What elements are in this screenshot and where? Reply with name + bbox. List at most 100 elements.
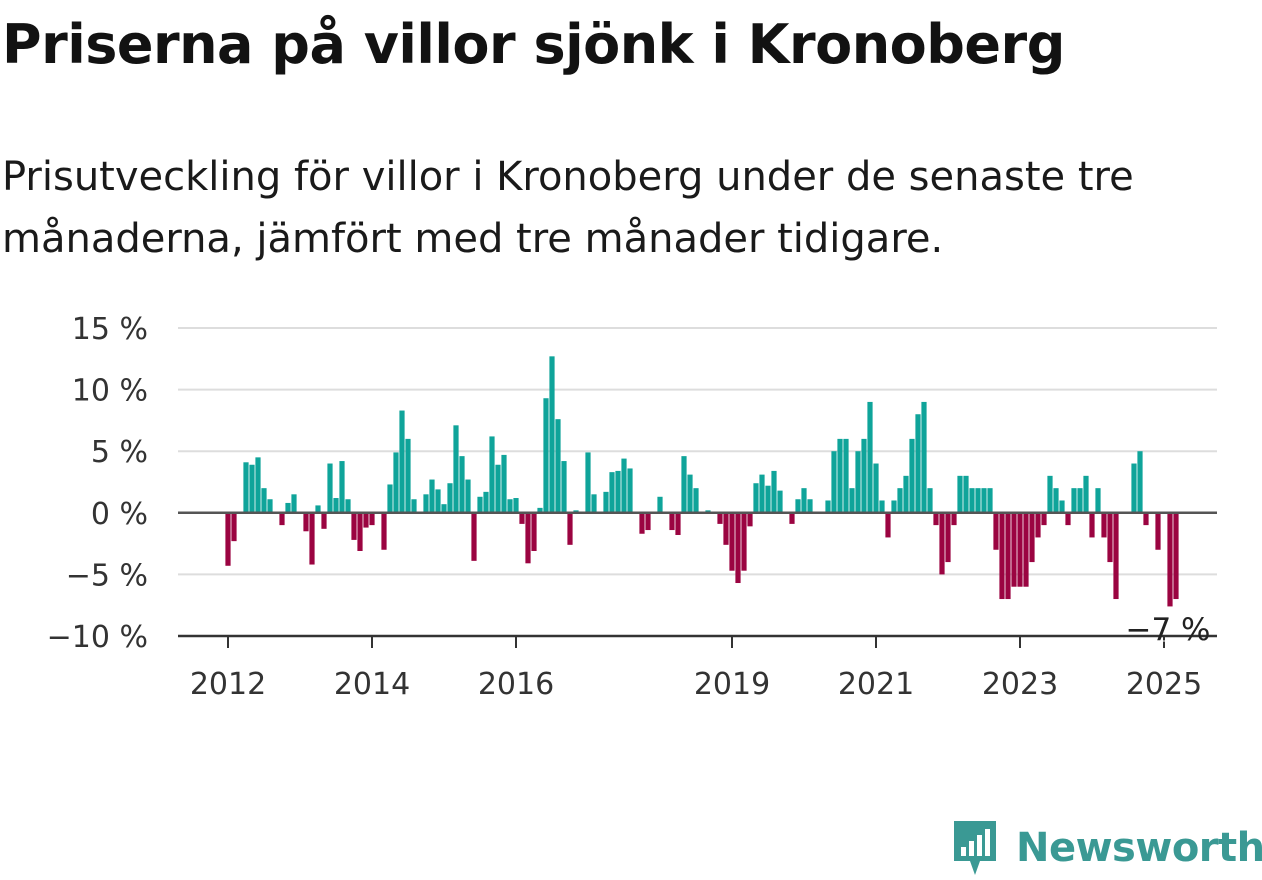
y-tick-label: 10 % [72, 374, 148, 409]
bar [753, 483, 759, 513]
last-value-annotation: −7 % [1125, 612, 1210, 648]
bar [603, 491, 609, 513]
bar [501, 454, 507, 513]
y-axis-ticks: 15 % 10 % 5 % 0 % −5 % −10 % [47, 312, 148, 655]
bar [267, 499, 273, 513]
bar [987, 488, 993, 513]
bar [423, 494, 429, 513]
bar [771, 470, 777, 513]
bar [519, 512, 525, 524]
x-axis-ticks: 2012 2014 2016 2019 2021 2023 2025 [190, 636, 1202, 702]
bar [513, 498, 519, 513]
bar-chart: 15 % 10 % 5 % 0 % −5 % −10 % 2012 2014 2016 2019… [47, 312, 1222, 702]
bar [555, 419, 561, 513]
bar [963, 475, 969, 513]
bar [969, 488, 975, 513]
bar [675, 512, 681, 535]
bar [495, 464, 501, 513]
bar [615, 470, 621, 513]
bar [921, 401, 927, 513]
bar [645, 512, 651, 531]
bar [321, 512, 327, 529]
bar [393, 452, 399, 513]
bar [885, 512, 891, 538]
bar [1155, 512, 1161, 550]
bar [873, 463, 879, 513]
bar [1023, 512, 1029, 587]
bar [591, 494, 597, 513]
bar [693, 488, 699, 513]
bar [1059, 500, 1065, 513]
bar [543, 398, 549, 513]
bar [291, 494, 297, 513]
bar [1011, 512, 1017, 587]
bar [537, 507, 543, 513]
bar [339, 461, 345, 513]
bar [459, 456, 465, 513]
bar [915, 414, 921, 513]
bar [387, 484, 393, 513]
bar [1053, 488, 1059, 513]
bar [999, 512, 1005, 600]
chart-subtitle: Prisutveckling för villor i Kronoberg un… [2, 154, 1134, 262]
bar [447, 483, 453, 513]
bar [477, 496, 483, 513]
bar [717, 512, 723, 524]
bar [1089, 512, 1095, 538]
bar [765, 485, 771, 513]
bar [483, 491, 489, 513]
bar [939, 512, 945, 575]
bar [681, 456, 687, 513]
bar [399, 410, 405, 513]
bar [687, 474, 693, 513]
x-tick-label: 2023 [982, 667, 1058, 702]
bar [453, 425, 459, 513]
bar [621, 458, 627, 513]
bar [1065, 512, 1071, 526]
bars [225, 356, 1179, 607]
bar [549, 356, 555, 513]
bar [975, 488, 981, 513]
bar [333, 498, 339, 513]
newsworthy-brand: Newsworthy [950, 816, 1262, 880]
bar [723, 512, 729, 545]
bar [849, 488, 855, 513]
x-tick-label: 2019 [694, 667, 770, 702]
bar [357, 512, 363, 551]
bar [909, 438, 915, 513]
bar [585, 452, 591, 513]
bar [897, 488, 903, 513]
bar [261, 488, 267, 513]
bar [729, 512, 735, 571]
bar [801, 488, 807, 513]
x-tick-label: 2021 [838, 667, 914, 702]
bar [435, 489, 441, 513]
bar [1047, 475, 1053, 513]
bar [429, 479, 435, 513]
bar [567, 512, 573, 545]
x-tick-label: 2025 [1126, 667, 1202, 702]
bar [465, 479, 471, 513]
bar [1095, 488, 1101, 513]
bar [747, 512, 753, 527]
y-tick-label: 5 % [91, 435, 148, 470]
x-tick-label: 2012 [190, 667, 266, 702]
bar [639, 512, 645, 534]
x-tick-label: 2014 [334, 667, 410, 702]
brand-name: Newsworthy [1016, 825, 1262, 871]
bar [531, 512, 537, 551]
bar [489, 436, 495, 513]
bar [249, 464, 255, 513]
bar [825, 500, 831, 513]
bar [471, 512, 477, 561]
bar [843, 438, 849, 513]
bar [1005, 512, 1011, 600]
grid-lines [178, 327, 1217, 576]
bar [255, 457, 261, 513]
bar [993, 512, 999, 550]
bar [981, 488, 987, 513]
bar [441, 504, 447, 513]
bar [903, 475, 909, 513]
x-tick-label: 2016 [478, 667, 554, 702]
bar [627, 468, 633, 513]
